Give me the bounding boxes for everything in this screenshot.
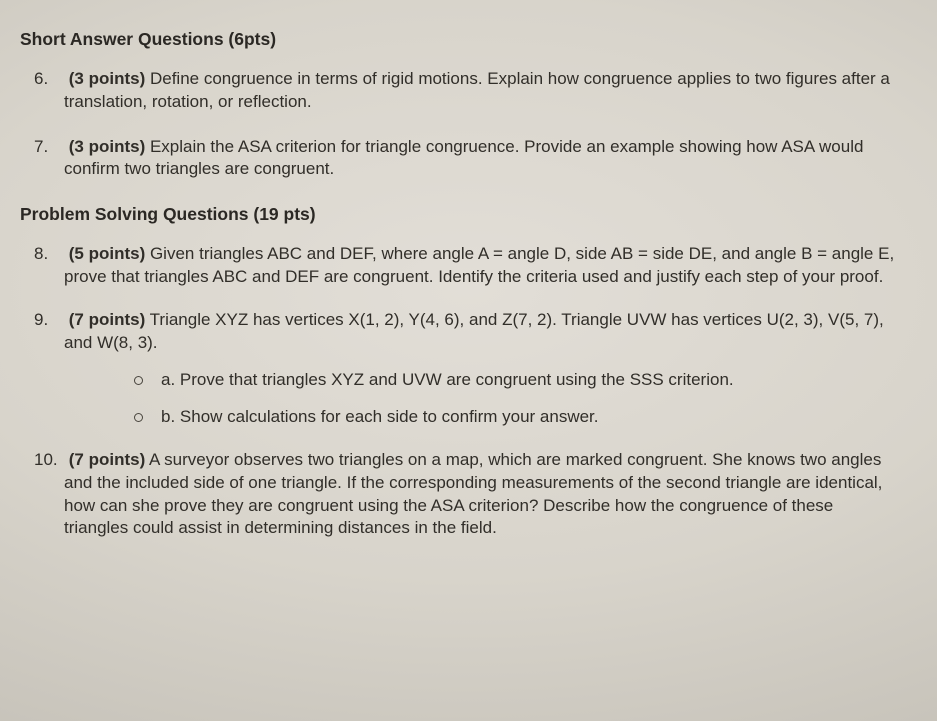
question-number: 6. bbox=[34, 68, 58, 91]
question-points: (7 points) bbox=[69, 450, 146, 469]
bullet-icon bbox=[134, 376, 143, 385]
question-10: 10. (7 points) A surveyor observes two t… bbox=[64, 449, 901, 541]
question-6: 6. (3 points) Define congruence in terms… bbox=[64, 68, 901, 114]
bullet-icon bbox=[134, 413, 143, 422]
question-text: Given triangles ABC and DEF, where angle… bbox=[64, 244, 894, 286]
question-text: Explain the ASA criterion for triangle c… bbox=[64, 137, 863, 179]
sub-text: a. Prove that triangles XYZ and UVW are … bbox=[161, 369, 734, 392]
question-points: (3 points) bbox=[69, 69, 146, 88]
question-8: 8. (5 points) Given triangles ABC and DE… bbox=[64, 243, 901, 289]
question-number: 10. bbox=[34, 449, 58, 472]
question-9: 9. (7 points) Triangle XYZ has vertices … bbox=[64, 309, 901, 429]
question-points: (3 points) bbox=[69, 137, 146, 156]
question-text: A surveyor observes two triangles on a m… bbox=[64, 450, 882, 538]
question-number: 8. bbox=[34, 243, 58, 266]
question-text: Triangle XYZ has vertices X(1, 2), Y(4, … bbox=[64, 310, 884, 352]
sub-item-a: a. Prove that triangles XYZ and UVW are … bbox=[134, 369, 901, 392]
section-header-problem-solving: Problem Solving Questions (19 pts) bbox=[20, 203, 901, 227]
sub-text: b. Show calculations for each side to co… bbox=[161, 406, 599, 429]
question-text: Define congruence in terms of rigid moti… bbox=[64, 69, 890, 111]
sub-item-b: b. Show calculations for each side to co… bbox=[134, 406, 901, 429]
question-number: 7. bbox=[34, 136, 58, 159]
question-7: 7. (3 points) Explain the ASA criterion … bbox=[64, 136, 901, 182]
question-points: (5 points) bbox=[69, 244, 146, 263]
question-number: 9. bbox=[34, 309, 58, 332]
section-header-short-answer: Short Answer Questions (6pts) bbox=[20, 28, 901, 52]
question-points: (7 points) bbox=[69, 310, 146, 329]
